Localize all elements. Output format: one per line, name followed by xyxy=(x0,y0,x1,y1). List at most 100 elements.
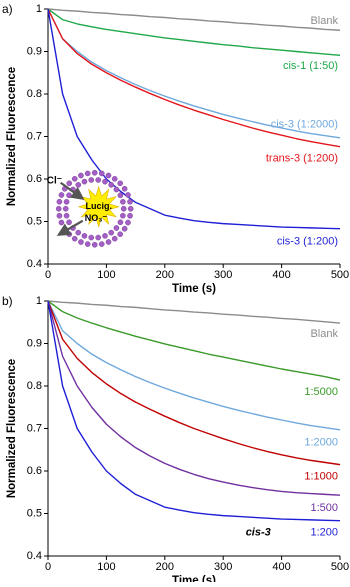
panel-label: a) xyxy=(2,2,13,16)
lipid-head xyxy=(127,198,133,205)
x-tick-label: 100 xyxy=(97,269,115,281)
lipid-head xyxy=(81,178,88,185)
lipid-head xyxy=(66,219,72,226)
y-tick-label: 0.5 xyxy=(27,215,42,227)
x-tick-label: 500 xyxy=(331,561,349,573)
series-label: Blank xyxy=(310,328,338,340)
x-tick-label: 0 xyxy=(45,269,51,281)
y-tick-label: 0.7 xyxy=(27,422,42,434)
lipid-head xyxy=(127,205,134,212)
arrow-in xyxy=(60,181,85,201)
lipid-head xyxy=(111,176,118,182)
y-tick-label: 0.9 xyxy=(27,45,42,57)
lipid-head xyxy=(117,180,123,187)
lipid-head xyxy=(121,185,128,192)
lipid-head xyxy=(78,239,84,245)
lipid-head xyxy=(55,205,62,212)
y-axis-title: Normalized Fluorescence xyxy=(6,67,18,206)
x-axis-title: Time (s) xyxy=(172,283,216,295)
annotation: Lucig. xyxy=(85,201,112,211)
series-line xyxy=(47,8,341,31)
lipid-head xyxy=(66,231,73,238)
series-line xyxy=(47,300,341,496)
arrow-out xyxy=(56,219,84,236)
lipid-head xyxy=(71,176,78,182)
x-tick-label: 500 xyxy=(331,269,349,281)
series-line xyxy=(47,8,341,139)
lipid-head xyxy=(120,205,127,212)
lipid-head xyxy=(113,225,120,231)
x-tick-label: 300 xyxy=(214,561,232,573)
series-line xyxy=(47,300,341,466)
lipid-head xyxy=(102,178,108,185)
lipid-head xyxy=(78,172,84,179)
lipid-head xyxy=(81,233,88,239)
y-tick-label: 1 xyxy=(36,3,42,15)
lipid-head xyxy=(75,182,82,188)
series-line xyxy=(47,8,341,230)
annotation: NO₃⁻ xyxy=(85,213,108,223)
lipid-head xyxy=(98,170,105,177)
vesicle-diagram xyxy=(55,169,134,248)
lipid-head xyxy=(108,229,114,236)
y-tick-label: 0.4 xyxy=(27,550,42,562)
series-label: 1:200 xyxy=(310,527,338,539)
lipid-head xyxy=(84,241,91,247)
series-label: 1:500 xyxy=(310,502,338,514)
y-tick-label: 0.8 xyxy=(27,88,42,100)
lipid-head xyxy=(125,192,131,198)
lipid-head xyxy=(56,198,63,205)
annotation: Cl⁻ xyxy=(47,175,62,186)
series-label: 1:5000 xyxy=(304,386,338,398)
lipid-head xyxy=(58,192,65,198)
series-line xyxy=(47,300,341,324)
lipid-head xyxy=(125,219,131,226)
x-tick-label: 400 xyxy=(272,561,290,573)
lipid-head xyxy=(121,225,128,232)
lipid-head xyxy=(120,199,126,205)
lipid-head xyxy=(98,241,105,247)
series-label: trans-3 (1:200) xyxy=(266,153,338,165)
x-tick-label: 100 xyxy=(97,561,115,573)
lipid-head xyxy=(56,212,63,219)
lipid-head xyxy=(120,212,126,219)
x-tick-label: 200 xyxy=(156,269,174,281)
lipid-head xyxy=(63,199,70,205)
series-line xyxy=(47,8,341,57)
annotation: cis-3 xyxy=(246,527,271,539)
lipid-head xyxy=(95,177,102,183)
x-tick-label: 300 xyxy=(214,269,232,281)
lipid-head xyxy=(105,172,112,179)
y-tick-label: 1 xyxy=(36,295,42,307)
panel-label: b) xyxy=(2,294,13,308)
series-label: cis-3 (1:200) xyxy=(277,236,338,248)
lipid-head xyxy=(88,177,95,183)
lipid-head xyxy=(91,241,98,248)
y-tick-label: 0.8 xyxy=(27,380,42,392)
x-tick-label: 200 xyxy=(156,561,174,573)
lipid-head xyxy=(111,235,118,242)
y-axis-title: Normalized Fluorescence xyxy=(6,359,18,498)
lipid-head xyxy=(58,219,65,226)
series-label: 1:1000 xyxy=(304,471,338,483)
lipid-head xyxy=(71,235,78,242)
series-line xyxy=(47,8,341,148)
lucigenin-star xyxy=(77,185,120,228)
lipid-head xyxy=(66,192,72,199)
x-tick-label: 400 xyxy=(272,269,290,281)
lipid-head xyxy=(84,170,91,177)
lipid-head xyxy=(113,186,120,193)
lipid-head xyxy=(117,219,124,226)
lipid-head xyxy=(117,192,124,199)
series-label: cis-3 (1:2000) xyxy=(271,119,338,131)
lipid-head xyxy=(102,233,108,239)
lipid-head xyxy=(95,234,102,241)
y-tick-label: 0.6 xyxy=(27,465,42,477)
lipid-head xyxy=(91,169,98,176)
y-tick-label: 0.5 xyxy=(27,507,42,519)
lipid-head xyxy=(127,212,133,219)
lipid-head xyxy=(105,239,112,245)
lipid-head xyxy=(63,212,70,219)
